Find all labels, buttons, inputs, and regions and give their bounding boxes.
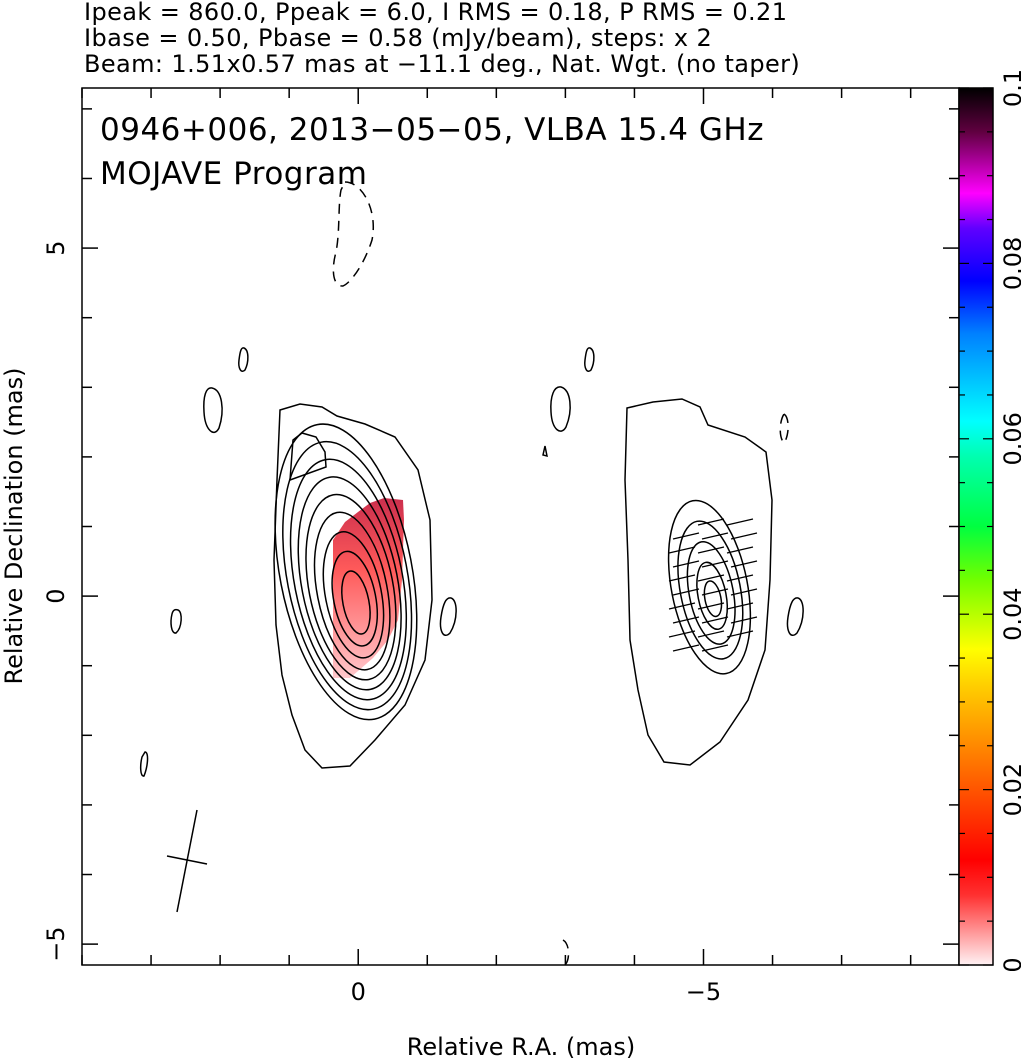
- evpa-stick: [672, 532, 700, 540]
- polarization-color-patch: [333, 498, 404, 678]
- evpa-stick: [697, 630, 725, 638]
- colorbar-tick-label: 0.02: [999, 763, 1021, 816]
- evpa-stick: [730, 560, 758, 568]
- evpa-stick: [701, 588, 729, 596]
- y-tick-label: 0: [42, 588, 70, 603]
- evpa-stick: [726, 518, 754, 526]
- x-axis-label: Relative R.A. (mas): [407, 1033, 635, 1060]
- beam-symbol: [166, 809, 208, 913]
- contour-core-2: [282, 440, 413, 711]
- contour-core-8: [331, 550, 379, 647]
- map-title: 0946+006, 2013−05−05, VLBA 15.4 GHz: [100, 112, 764, 148]
- evpa-stick: [697, 574, 725, 582]
- evpa-stick: [672, 560, 700, 568]
- evpa-stick: [697, 546, 725, 554]
- colorbar-tick-label: 0.06: [999, 412, 1021, 465]
- evpa-stick: [730, 588, 758, 596]
- contour-core-5: [305, 493, 397, 681]
- contour-jet-1: [667, 499, 752, 675]
- y-tick-label: −5: [42, 926, 70, 961]
- evpa-stick: [726, 546, 754, 554]
- evpa-stick: [668, 546, 696, 554]
- evpa-stick: [701, 616, 729, 624]
- colorbar-tick-label: 0: [999, 957, 1021, 972]
- contour-core-3: [289, 458, 408, 701]
- intensity-contours-core: [273, 403, 433, 769]
- y-axis-label: Relative Declination (mas): [0, 367, 28, 684]
- evpa-stick: [701, 560, 729, 568]
- evpa-stick: [726, 602, 754, 610]
- evpa-stick: [697, 602, 725, 610]
- x-tick-label: 0: [351, 978, 366, 1006]
- contour-jet-5: [703, 580, 723, 618]
- evpa-stick: [701, 644, 729, 652]
- colorbar-tick-label: 0.1: [999, 69, 1021, 107]
- evpa-stick: [672, 644, 700, 652]
- header-line-3: Beam: 1.51x0.57 mas at −11.1 deg., Nat. …: [84, 50, 801, 78]
- header-line-2: Ibase = 0.50, Pbase = 0.58 (mJy/beam), s…: [84, 24, 713, 52]
- evpa-stick: [668, 574, 696, 582]
- intensity-contours-jet: [624, 398, 773, 766]
- polarization-vectors: [668, 518, 758, 652]
- evpa-stick: [672, 616, 700, 624]
- isolated-contours: [139, 347, 804, 777]
- colorbar-tick-label: 0.04: [999, 587, 1021, 640]
- contour-core-4: [297, 476, 402, 691]
- evpa-stick: [672, 588, 700, 596]
- evpa-stick: [701, 532, 729, 540]
- plot-frame: [81, 87, 960, 966]
- header-line-1: Ipeak = 860.0, Ppeak = 6.0, I RMS = 0.18…: [84, 0, 788, 26]
- contour-core-7: [322, 531, 385, 659]
- contour-jet-4: [696, 561, 729, 631]
- x-tick-label: −5: [686, 978, 721, 1006]
- evpa-stick: [668, 630, 696, 638]
- colorbar-tick-label: 0.08: [999, 237, 1021, 290]
- evpa-stick: [697, 518, 725, 526]
- evpa-stick: [726, 574, 754, 582]
- evpa-stick: [730, 616, 758, 624]
- evpa-stick: [726, 630, 754, 638]
- y-tick-label: 5: [42, 240, 70, 255]
- contour-core-1: [274, 423, 418, 721]
- map-subtitle: MOJAVE Program: [100, 156, 367, 192]
- contour-jet-3: [686, 540, 736, 645]
- contour-jet-2: [677, 520, 744, 660]
- contour-core-9: [341, 570, 371, 635]
- evpa-stick: [730, 532, 758, 540]
- evpa-stick: [668, 602, 696, 610]
- contour-core-6: [313, 511, 391, 671]
